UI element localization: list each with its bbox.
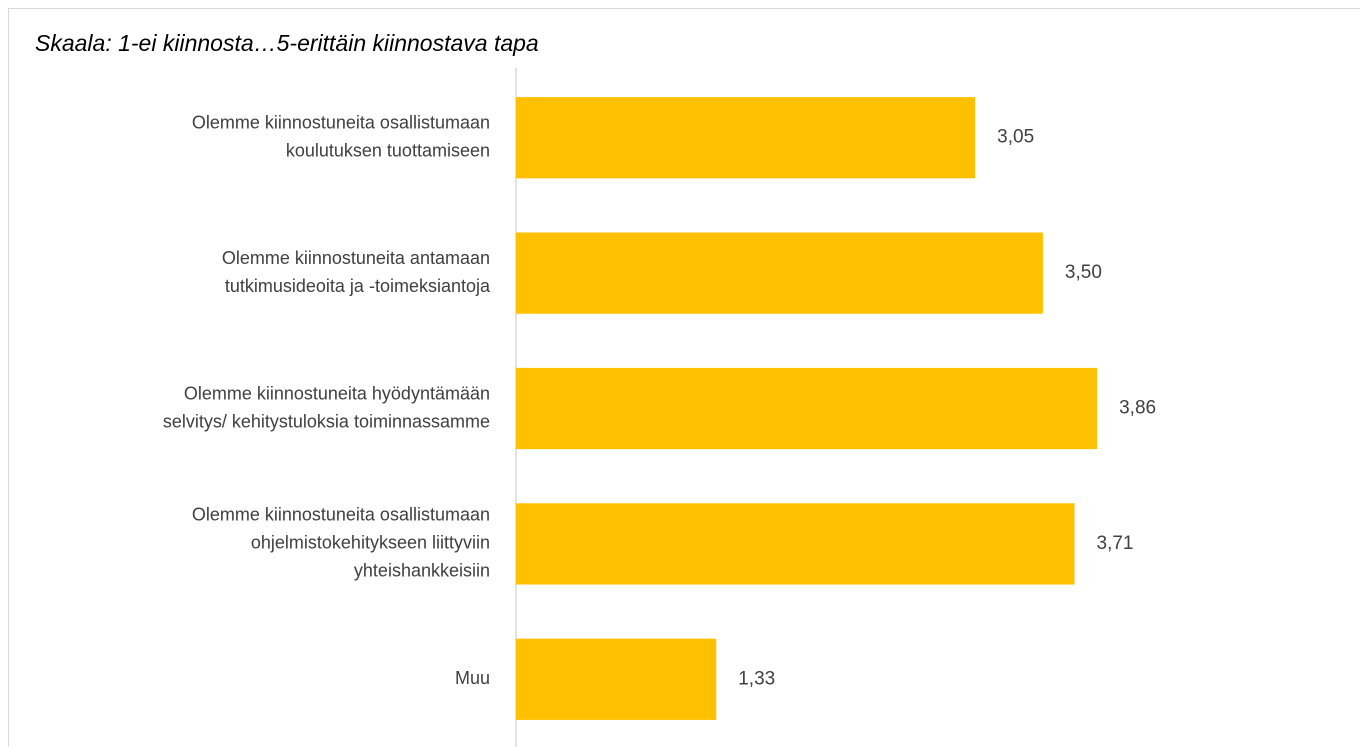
y-tick-label: ohjelmistokehitykseen liittyviin (251, 533, 490, 553)
data-label: 3,71 (1097, 533, 1134, 554)
y-tick-label: Muu (455, 668, 490, 688)
data-label: 3,05 (997, 127, 1034, 148)
bar (516, 638, 717, 720)
y-tick-label: Olemme kiinnostuneita osallistumaan (192, 505, 490, 525)
bar (516, 232, 1043, 314)
y-tick-label: Olemme kiinnostuneita antamaan (222, 248, 490, 268)
bar (516, 367, 1098, 450)
bar (516, 503, 1075, 585)
y-tick-label: Olemme kiinnostuneita hyödyntämään (184, 383, 490, 403)
chart-title: Skaala: 1-ei kiinnosta…5-erittäin kiinno… (35, 30, 539, 56)
y-tick-label: koulutuksen tuottamiseen (286, 140, 490, 160)
data-label: 1,33 (738, 668, 775, 689)
data-label: 3,86 (1119, 398, 1156, 419)
y-tick-label: tutkimusideoita ja -toimeksiantoja (225, 276, 491, 296)
data-label: 3,50 (1065, 262, 1102, 283)
y-tick-label: yhteishankkeisiin (354, 561, 490, 581)
y-tick-label: selvitys/ kehitystuloksia toiminnassamme (163, 411, 490, 431)
bar (516, 97, 976, 179)
y-tick-label: Olemme kiinnostuneita osallistumaan (192, 112, 490, 132)
